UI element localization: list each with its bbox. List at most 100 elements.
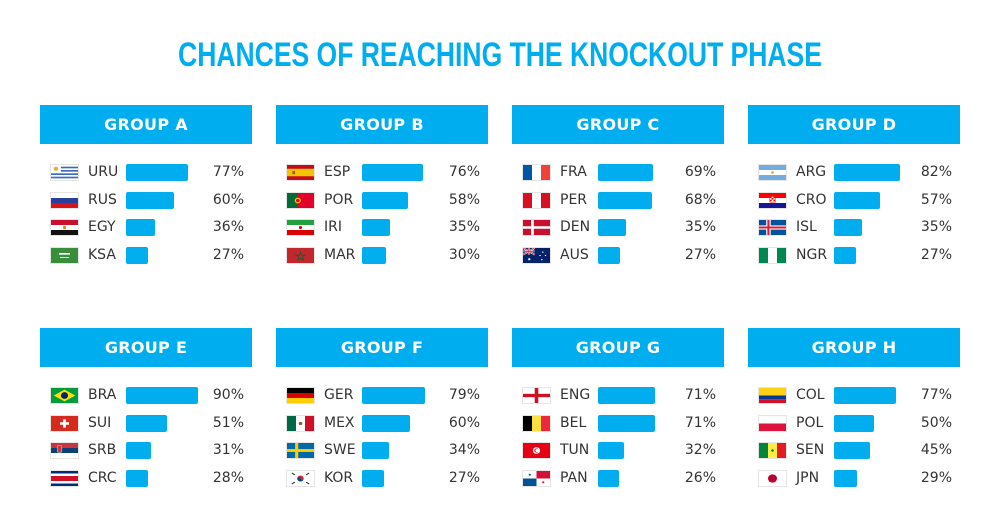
team-row: TUN 32% <box>512 442 724 470</box>
probability-bar <box>834 246 856 264</box>
team-code: COL <box>796 387 825 403</box>
team-code: DEN <box>560 219 591 235</box>
group-panel-d: GROUP D ARG 82% CRO 57% ISL 35% NGR 27% <box>748 105 960 274</box>
team-code: ISL <box>796 219 817 235</box>
team-code: MAR <box>324 246 356 263</box>
probability-value: 26% <box>684 469 716 486</box>
group-panel-h: GROUP H COL 77% POL 50% SEN 45% JPN 29% <box>748 328 960 497</box>
probability-value: 71% <box>684 387 716 403</box>
team-code: ESP <box>324 164 351 180</box>
probability-value: 35% <box>448 219 480 235</box>
team-row: MAR 30% <box>276 246 488 275</box>
denmark-flag-icon <box>522 219 551 236</box>
team-list: ESP 76% POR 58% IRI 35% MAR 30% <box>276 164 488 274</box>
probability-bar <box>362 191 408 209</box>
probability-bar <box>126 246 148 264</box>
probability-bar <box>362 469 384 487</box>
probability-bar <box>126 191 174 209</box>
group-header: GROUP A <box>40 105 252 144</box>
chart-title: CHANCES OF REACHING THE KNOCKOUT PHASE <box>178 36 822 74</box>
team-code: URU <box>88 164 119 180</box>
team-row: PAN 26% <box>512 469 724 498</box>
probability-bar <box>598 246 620 264</box>
iceland-flag-icon <box>758 219 787 236</box>
probability-bar <box>126 387 198 404</box>
australia-flag-icon <box>522 246 551 264</box>
probability-value: 28% <box>212 469 244 486</box>
team-code: SUI <box>88 414 112 431</box>
probability-bar <box>362 442 389 459</box>
probability-value: 68% <box>684 191 716 208</box>
team-code: CRO <box>796 191 827 208</box>
team-row: POL 50% <box>748 414 960 443</box>
group-panel-f: GROUP F GER 79% MEX 60% SWE 34% KOR 27% <box>276 328 488 497</box>
probability-value: 90% <box>212 387 244 403</box>
team-row: URU 77% <box>40 164 252 192</box>
team-code: ENG <box>560 387 591 403</box>
group-header: GROUP C <box>512 105 724 144</box>
probability-value: 60% <box>448 414 480 431</box>
probability-value: 31% <box>212 442 244 458</box>
team-row: FRA 69% <box>512 164 724 192</box>
probability-bar <box>598 414 655 432</box>
switzerland-flag-icon <box>50 414 79 432</box>
japan-flag-icon <box>758 469 787 487</box>
germany-flag-icon <box>286 387 315 404</box>
probability-value: 77% <box>920 387 952 403</box>
probability-bar <box>126 442 151 459</box>
tunisia-flag-icon <box>522 442 551 459</box>
england-flag-icon <box>522 387 551 404</box>
team-row: BRA 90% <box>40 387 252 415</box>
probability-value: 36% <box>212 219 244 235</box>
russia-flag-icon <box>50 191 79 209</box>
france-flag-icon <box>522 164 551 181</box>
team-code: GER <box>324 387 354 403</box>
probability-bar <box>598 469 619 487</box>
probability-value: 35% <box>920 219 952 235</box>
team-row: POR 58% <box>276 191 488 220</box>
probability-bar <box>598 219 626 236</box>
team-code: IRI <box>324 219 342 235</box>
team-list: BRA 90% SUI 51% SRB 31% CRC 28% <box>40 387 252 497</box>
team-list: COL 77% POL 50% SEN 45% JPN 29% <box>748 387 960 497</box>
team-row: ARG 82% <box>748 164 960 192</box>
team-row: CRC 28% <box>40 469 252 498</box>
team-code: PAN <box>560 469 588 486</box>
probability-value: 34% <box>448 442 480 458</box>
group-header: GROUP E <box>40 328 252 367</box>
team-list: ENG 71% BEL 71% TUN 32% PAN 26% <box>512 387 724 497</box>
team-code: TUN <box>560 442 590 458</box>
team-code: RUS <box>88 191 117 208</box>
team-row: ESP 76% <box>276 164 488 192</box>
probability-value: 35% <box>684 219 716 235</box>
probability-value: 50% <box>920 414 952 431</box>
brazil-flag-icon <box>50 387 79 404</box>
probability-bar <box>598 442 624 459</box>
probability-bar <box>362 414 410 432</box>
senegal-flag-icon <box>758 442 787 459</box>
team-row: PER 68% <box>512 191 724 220</box>
team-row: KSA 27% <box>40 246 252 275</box>
team-code: ARG <box>796 164 827 180</box>
team-list: FRA 69% PER 68% DEN 35% AUS 27% <box>512 164 724 274</box>
team-row: ISL 35% <box>748 219 960 247</box>
team-row: SWE 34% <box>276 442 488 470</box>
probability-bar <box>362 164 423 181</box>
team-code: BEL <box>560 414 587 431</box>
portugal-flag-icon <box>286 191 315 209</box>
colombia-flag-icon <box>758 387 787 404</box>
team-code: SWE <box>324 442 356 458</box>
probability-value: 51% <box>212 414 244 431</box>
iran-flag-icon <box>286 219 315 236</box>
team-code: NGR <box>796 246 828 263</box>
team-code: KSA <box>88 246 116 263</box>
team-row: SUI 51% <box>40 414 252 443</box>
probability-bar <box>126 414 167 432</box>
team-row: CRO 57% <box>748 191 960 220</box>
serbia-flag-icon <box>50 442 79 459</box>
probability-value: 27% <box>448 469 480 486</box>
team-list: GER 79% MEX 60% SWE 34% KOR 27% <box>276 387 488 497</box>
group-panel-a: GROUP A URU 77% RUS 60% EGY 36% KSA 27% <box>40 105 252 274</box>
uruguay-flag-icon <box>50 164 79 181</box>
group-header: GROUP B <box>276 105 488 144</box>
